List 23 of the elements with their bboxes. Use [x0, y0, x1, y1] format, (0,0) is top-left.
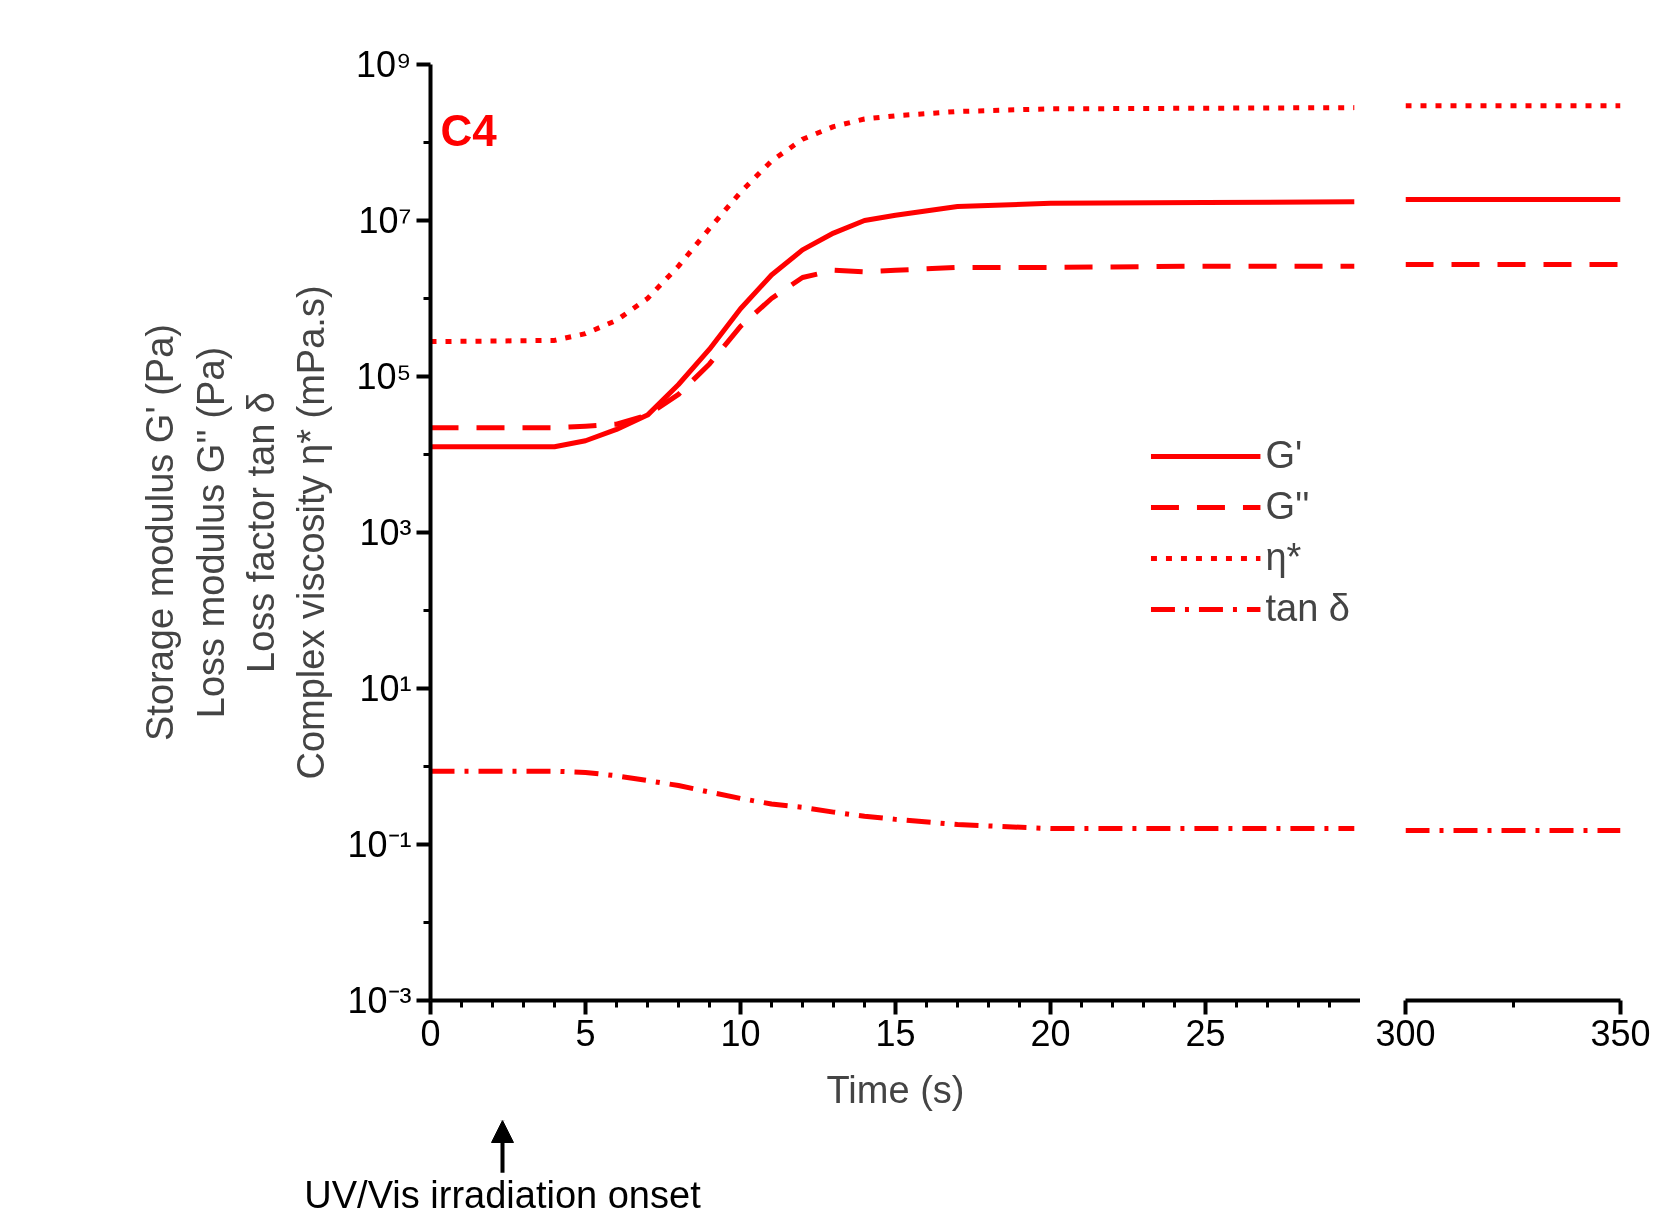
y-axis-title: Storage modulus G' (Pa) Loss modulus G'' (Pa) Loss factor tan δ Complex viscosity η* (mPa.s) [139, 285, 333, 780]
legend-label: G' [1265, 434, 1303, 477]
y-tick-label: 10¹ [359, 668, 412, 709]
y-tick-label: 10⁷ [358, 200, 412, 241]
y-tick-label: 10³ [359, 512, 412, 553]
x-tick-label: 15 [875, 1012, 916, 1054]
y-tick-label: 10⁹ [356, 44, 412, 85]
x-axis-title: Time (s) [826, 1068, 965, 1111]
x-tick-label: 10 [720, 1012, 761, 1054]
x-tick-label: 0 [420, 1012, 441, 1054]
y-tick-label: 10⁵ [356, 356, 412, 397]
x-tick-label: 300 [1375, 1012, 1436, 1054]
y-tick-label: 10⁻³ [347, 980, 412, 1021]
legend-label: G'' [1265, 485, 1310, 528]
x-tick-label: 25 [1185, 1012, 1226, 1054]
x-tick-label: 5 [575, 1012, 596, 1054]
annotation: C4 [440, 105, 498, 155]
y-tick-label: 10⁻¹ [347, 824, 412, 865]
text: UV/Vis irradiation onset [304, 1173, 702, 1216]
x-tick-label: 350 [1590, 1012, 1651, 1054]
legend-label: η* [1265, 536, 1302, 579]
x-tick-label: 20 [1030, 1012, 1071, 1054]
legend-label: tan δ [1265, 587, 1350, 630]
